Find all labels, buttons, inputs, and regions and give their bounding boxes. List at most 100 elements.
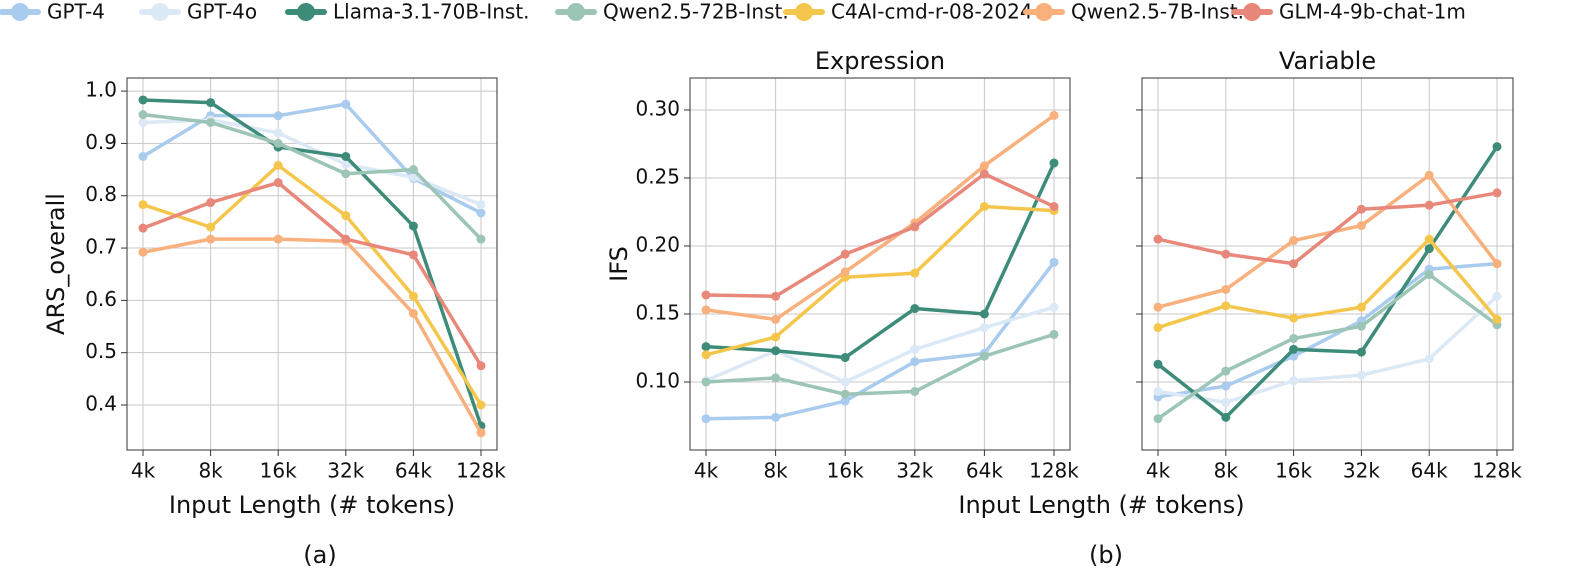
series-line <box>142 163 483 406</box>
data-point <box>341 151 351 161</box>
y-tick-label: 0.6 <box>85 287 117 311</box>
legend-label: Llama-3.1-70B-Inst. <box>333 0 530 24</box>
series-line <box>1157 237 1499 330</box>
data-point <box>1153 302 1163 312</box>
series-line <box>1157 173 1499 309</box>
data-point <box>273 178 283 188</box>
data-point <box>1221 285 1231 295</box>
x-tick-label: 32k <box>1343 459 1380 483</box>
data-point <box>910 268 920 278</box>
data-point <box>910 304 920 314</box>
legend-label: C4AI-cmd-r-08-2024 <box>831 0 1033 24</box>
caption: (b) <box>1089 541 1123 569</box>
data-point <box>1153 414 1163 424</box>
data-point <box>771 373 781 383</box>
data-point <box>476 400 486 410</box>
data-point <box>273 111 283 121</box>
x-tick-label: 128k <box>1029 459 1079 483</box>
series-line <box>142 98 483 427</box>
y-axis-label: ARS_overall <box>42 193 70 335</box>
data-point <box>840 353 850 363</box>
x-tick-label: 128k <box>1472 459 1522 483</box>
data-point <box>979 351 989 361</box>
data-point <box>910 387 920 397</box>
plot-frame <box>689 77 1071 451</box>
data-point <box>1221 381 1231 391</box>
data-point <box>476 428 486 438</box>
data-point <box>1356 204 1366 214</box>
data-point <box>1356 302 1366 312</box>
data-point <box>138 117 148 127</box>
series-line <box>705 113 1056 322</box>
data-point <box>1049 110 1059 120</box>
y-tick-label: 0.25 <box>635 164 680 188</box>
data-point <box>840 249 850 259</box>
legend-marker <box>297 3 315 21</box>
data-point <box>701 342 711 352</box>
data-point <box>771 291 781 301</box>
series-line <box>1157 295 1499 405</box>
data-point <box>1153 359 1163 369</box>
data-point <box>1221 249 1231 259</box>
data-point <box>1492 291 1502 301</box>
y-tick-label: 0.8 <box>85 182 117 206</box>
x-tick-label: 128k <box>456 459 506 483</box>
data-point <box>408 172 418 182</box>
data-point <box>1289 236 1299 246</box>
data-point <box>1492 188 1502 198</box>
data-point <box>341 234 351 244</box>
data-point <box>1424 354 1434 364</box>
data-point <box>701 350 711 360</box>
y-tick-label: 0.7 <box>85 235 117 259</box>
data-point <box>771 314 781 324</box>
data-point <box>206 234 216 244</box>
data-point <box>1492 314 1502 324</box>
data-point <box>1424 200 1434 210</box>
data-point <box>1424 270 1434 280</box>
data-point <box>408 308 418 318</box>
data-point <box>1221 397 1231 407</box>
x-tick-label: 64k <box>395 459 432 483</box>
data-point <box>1049 202 1059 212</box>
y-tick-label: 1.0 <box>85 78 117 102</box>
caption: (a) <box>303 541 336 569</box>
x-tick-label: 32k <box>327 459 364 483</box>
data-point <box>138 223 148 233</box>
legend-label: Qwen2.5-72B-Inst. <box>603 0 789 24</box>
subplot-title: Expression <box>815 47 945 75</box>
y-tick-label: 0.9 <box>85 130 117 154</box>
data-point <box>701 305 711 315</box>
data-point <box>1289 333 1299 343</box>
legend-marker <box>795 3 813 21</box>
legend-marker <box>11 3 29 21</box>
data-point <box>408 221 418 231</box>
data-point <box>1221 301 1231 311</box>
y-tick-label: 0.30 <box>635 96 680 120</box>
series-line <box>705 172 1055 299</box>
series-line <box>705 332 1055 396</box>
data-point <box>1289 376 1299 386</box>
data-point <box>206 98 216 108</box>
data-point <box>979 169 989 179</box>
series-line <box>142 112 483 241</box>
data-point <box>840 377 850 387</box>
data-point <box>341 99 351 109</box>
data-point <box>979 323 989 333</box>
legend-label: GPT-4 <box>47 0 105 24</box>
data-point <box>1356 321 1366 331</box>
x-tick-label: 4k <box>131 459 156 483</box>
x-tick-label: 8k <box>1214 459 1239 483</box>
x-tick-label: 64k <box>966 459 1003 483</box>
series-line <box>705 261 1056 421</box>
data-point <box>1049 302 1059 312</box>
y-tick-label: 0.15 <box>635 300 680 324</box>
data-point <box>476 234 486 244</box>
data-point <box>138 151 148 161</box>
data-point <box>979 161 989 171</box>
x-axis-label: Input Length (# tokens) <box>169 491 455 519</box>
x-axis-label: Input Length (# tokens) <box>958 491 1244 519</box>
data-point <box>273 138 283 148</box>
x-tick-label: 8k <box>763 459 788 483</box>
series-line <box>1157 191 1498 266</box>
data-point <box>341 211 351 221</box>
